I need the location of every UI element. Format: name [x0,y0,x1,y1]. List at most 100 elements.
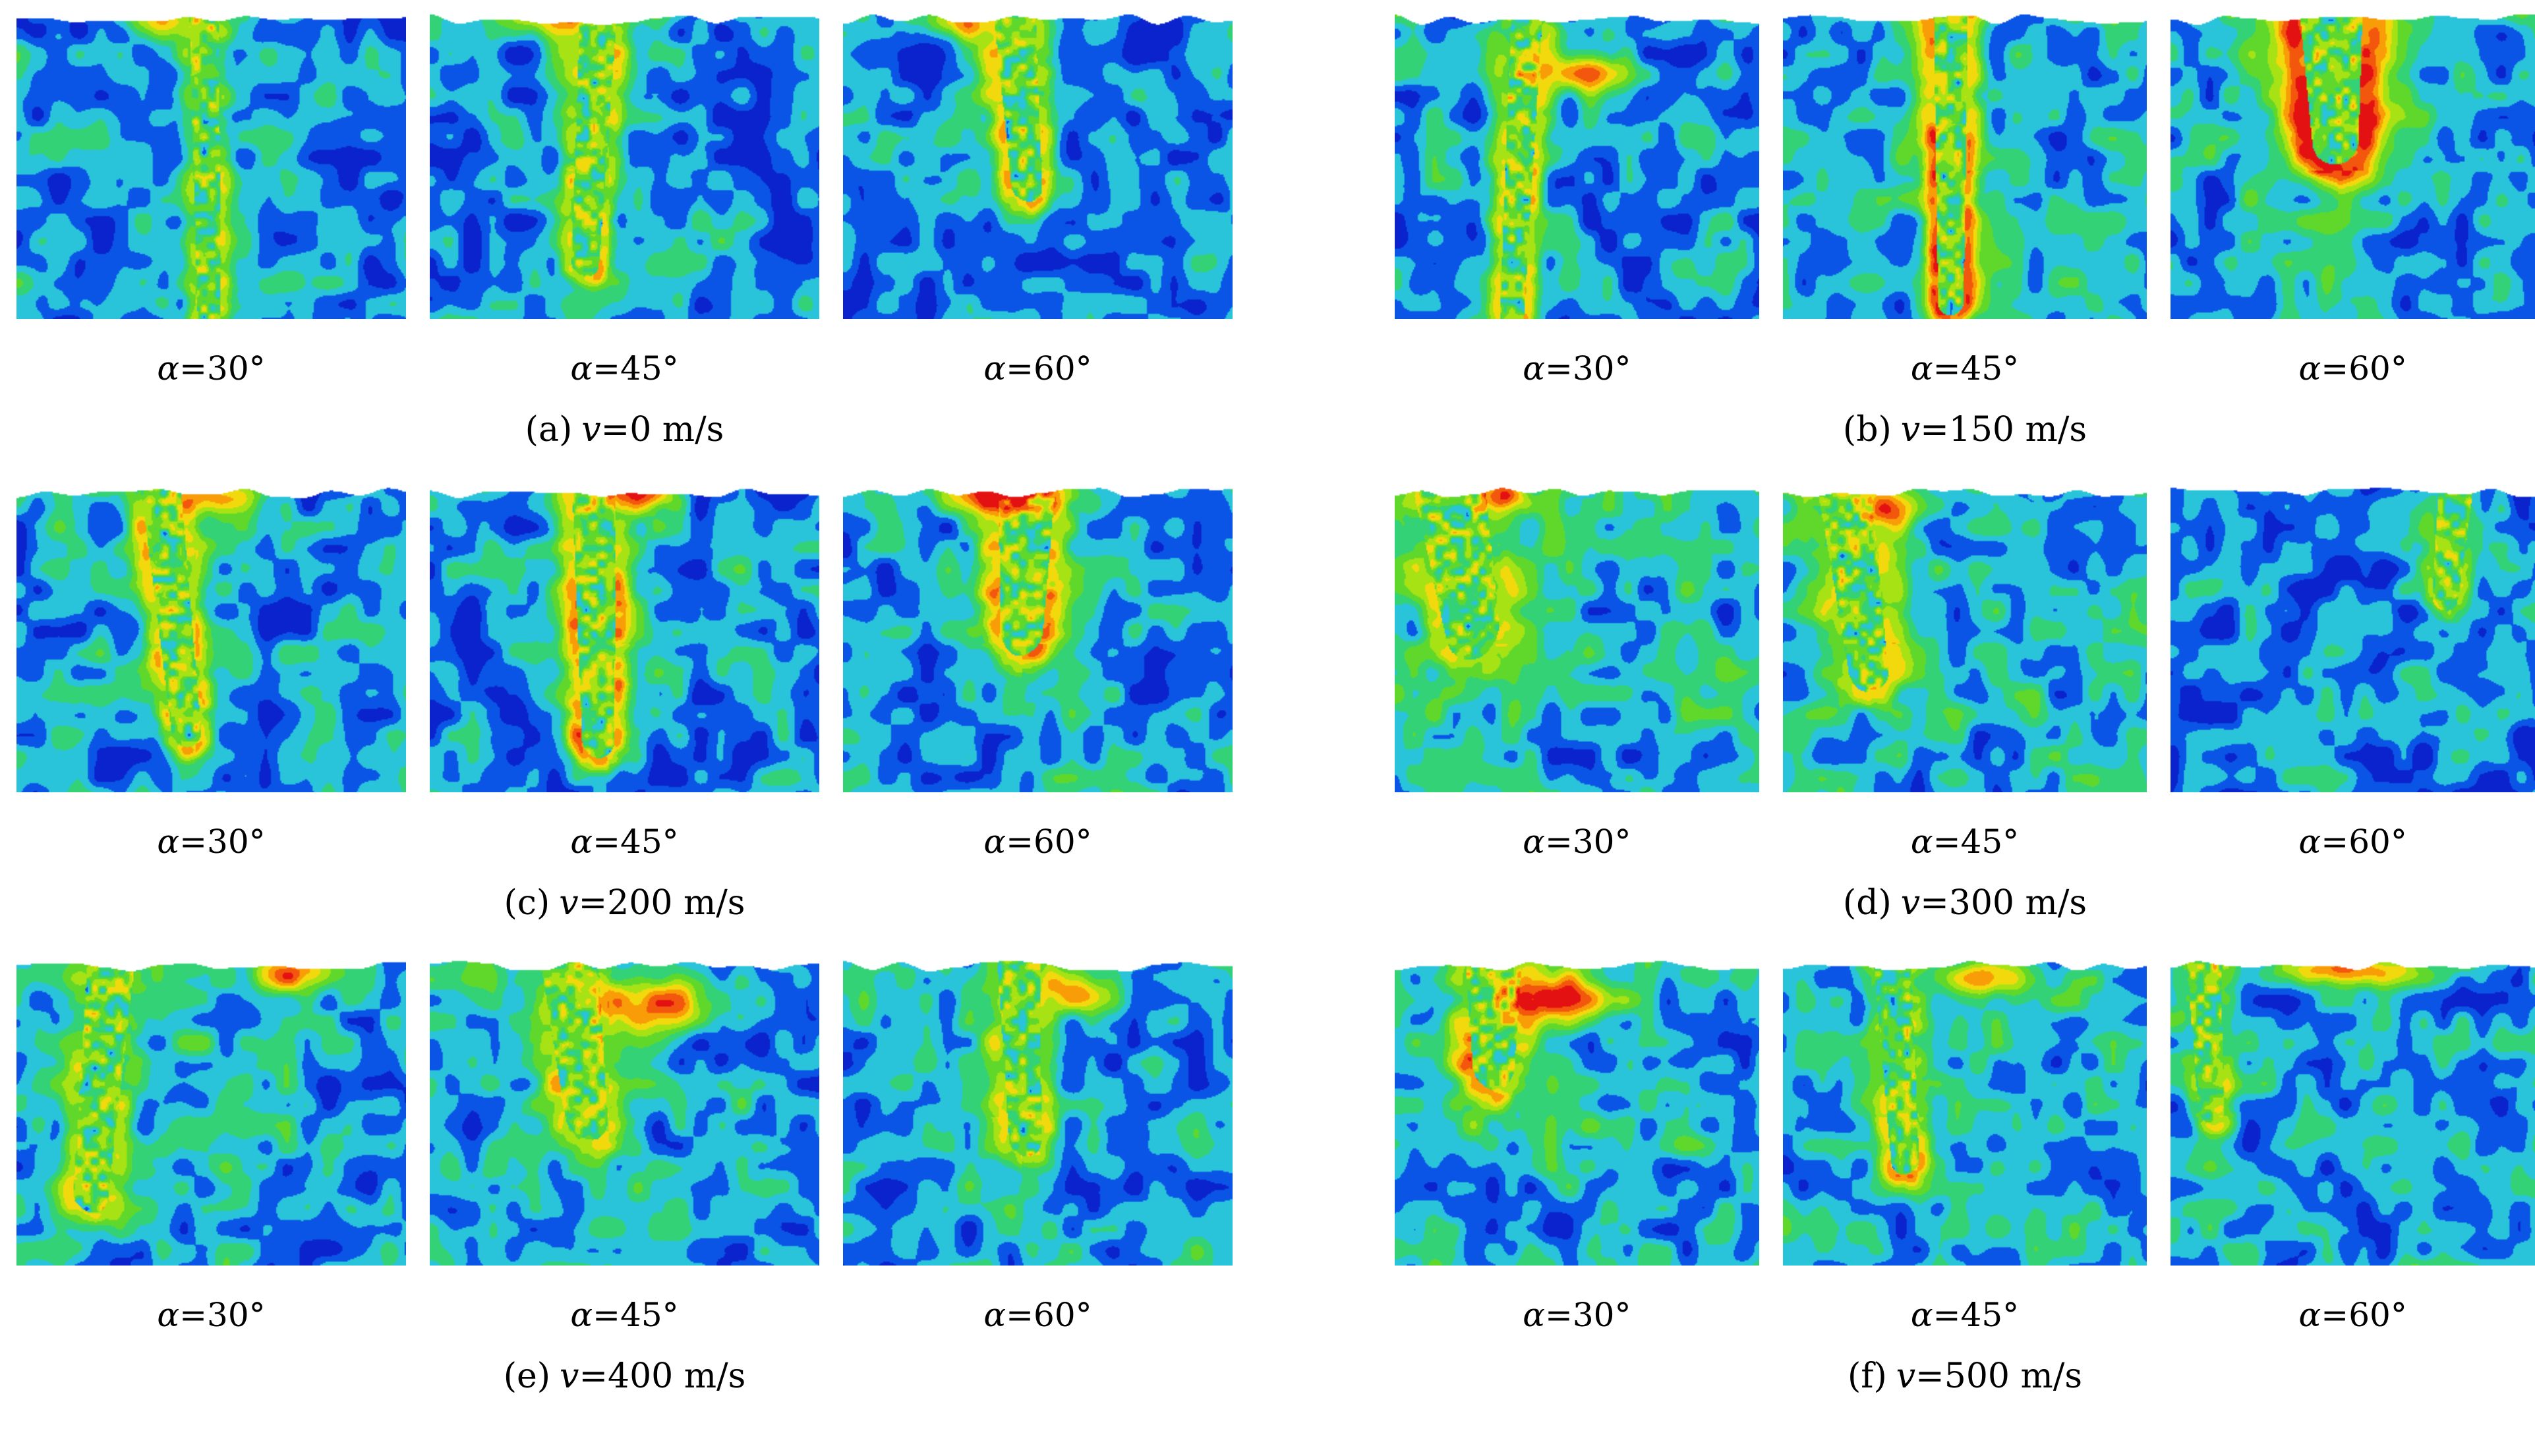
contour-plot [2171,485,2535,792]
angle-value: =60° [2321,823,2407,861]
contour-figure: α=60° [2171,958,2535,1331]
angle-label: α=30° [1523,352,1631,385]
subfigure-a-images: α=30° α=45° α=60° [16,12,1233,385]
contour-plot [843,958,1233,1266]
velocity-value: =0 m/s [600,410,724,450]
caption-index: (e) [503,1356,551,1396]
angle-value: =45° [1933,349,2020,388]
contour-plot [16,485,406,792]
subfigure-e: α=30° α=45° α=60° (e) v=400 m/s [16,958,1233,1393]
subfigure-caption: (f) v=500 m/s [1395,1359,2535,1393]
subfigure-b-images: α=30° α=45° α=60° [1395,12,2535,385]
angle-label: α=45° [1911,1298,2019,1331]
figure-row-2: α=30° α=45° α=60° (c) v=200 m/s α=30° [16,485,2535,920]
contour-plot [1395,12,1759,319]
alpha-symbol: α [983,349,1006,388]
subfigure-b: α=30° α=45° α=60° (b) v=150 m/s [1395,12,2535,447]
caption-index: (f) [1847,1356,1887,1396]
contour-figure: α=45° [430,12,819,385]
contour-plot [1782,12,2147,319]
alpha-symbol: α [1523,823,1545,861]
angle-value: =60° [2321,349,2407,388]
alpha-symbol: α [570,823,593,861]
velocity-symbol: v [581,410,601,450]
subfigure-caption: (a) v=0 m/s [16,413,1233,447]
subfigure-caption: (d) v=300 m/s [1395,886,2535,920]
subfigure-c: α=30° α=45° α=60° (c) v=200 m/s [16,485,1233,920]
contour-figure: α=60° [2171,485,2535,858]
velocity-symbol: v [1900,410,1921,450]
subfigure-e-images: α=30° α=45° α=60° [16,958,1233,1331]
angle-value: =60° [1006,1296,1092,1334]
subfigure-caption: (c) v=200 m/s [16,886,1233,920]
angle-value: =30° [179,823,266,861]
alpha-symbol: α [2298,349,2321,388]
angle-value: =60° [2321,1296,2407,1334]
angle-label: α=60° [2299,1298,2407,1331]
angle-label: α=30° [157,825,265,858]
caption-index: (c) [504,883,550,923]
alpha-symbol: α [983,823,1006,861]
angle-value: =45° [593,1296,679,1334]
subfigure-caption: (e) v=400 m/s [16,1359,1233,1393]
alpha-symbol: α [570,1296,593,1334]
caption-index: (a) [525,410,573,450]
figure-panel-grid: α=30° α=45° α=60° (a) v=0 m/s α=30° [16,12,2535,1393]
alpha-symbol: α [157,823,180,861]
contour-plot [16,12,406,319]
angle-value: =45° [593,349,679,388]
angle-label: α=45° [570,825,678,858]
contour-figure: α=60° [843,12,1233,385]
angle-label: α=60° [983,825,1092,858]
angle-value: =30° [1544,349,1631,388]
angle-label: α=45° [570,1298,678,1331]
subfigure-c-images: α=30° α=45° α=60° [16,485,1233,858]
alpha-symbol: α [983,1296,1006,1334]
angle-value: =30° [179,349,266,388]
angle-label: α=45° [570,352,678,385]
contour-figure: α=30° [16,958,406,1331]
alpha-symbol: α [2298,823,2321,861]
contour-figure: α=30° [1395,958,1759,1331]
angle-label: α=60° [2299,352,2407,385]
contour-figure: α=45° [430,958,819,1331]
contour-plot [430,958,819,1266]
angle-value: =30° [1544,823,1631,861]
subfigure-d-images: α=30° α=45° α=60° [1395,485,2535,858]
contour-plot [1782,958,2147,1266]
velocity-value: =300 m/s [1920,883,2087,923]
velocity-symbol: v [1896,1356,1916,1396]
angle-label: α=30° [1523,1298,1631,1331]
angle-value: =30° [179,1296,266,1334]
angle-value: =45° [1933,823,2020,861]
angle-label: α=60° [983,352,1092,385]
contour-plot [430,12,819,319]
subfigure-caption: (b) v=150 m/s [1395,413,2535,447]
contour-figure: α=45° [1782,12,2147,388]
angle-label: α=60° [983,1298,1092,1331]
contour-plot [430,485,819,792]
contour-plot [843,12,1233,319]
angle-label: α=60° [2299,825,2407,858]
subfigure-d: α=30° α=45° α=60° (d) v=300 m/s [1395,485,2535,920]
contour-plot [1782,485,2147,792]
alpha-symbol: α [1523,349,1545,388]
contour-figure: α=45° [1782,958,2147,1331]
velocity-value: =400 m/s [579,1356,746,1396]
contour-figure: α=30° [16,12,406,385]
velocity-symbol: v [559,883,579,923]
contour-plot [2171,12,2535,319]
subfigure-f: α=30° α=45° α=60° (f) v=500 m/s [1395,958,2535,1393]
alpha-symbol: α [157,1296,180,1334]
velocity-value: =500 m/s [1915,1356,2083,1396]
alpha-symbol: α [570,349,593,388]
contour-figure: α=45° [1782,485,2147,861]
alpha-symbol: α [2298,1296,2321,1334]
contour-plot [2171,958,2535,1266]
angle-value: =45° [593,823,679,861]
velocity-value: =150 m/s [1920,410,2087,450]
contour-plot [1395,485,1759,792]
contour-figure: α=30° [1395,12,1759,385]
caption-index: (b) [1842,410,1892,450]
angle-value: =60° [1006,349,1092,388]
